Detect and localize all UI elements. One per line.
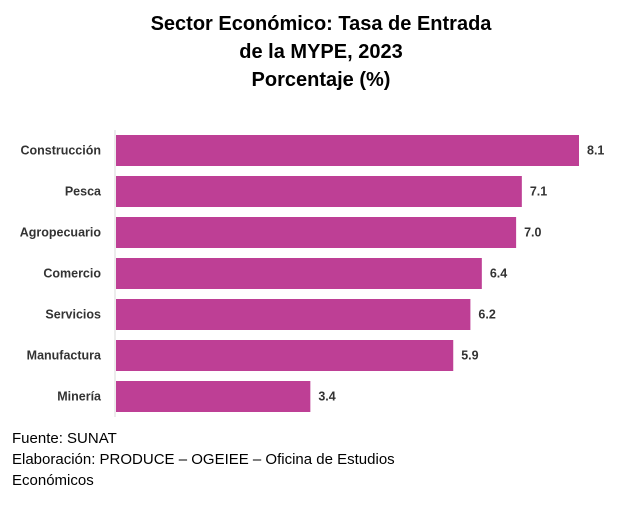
value-label-5: 5.9: [461, 349, 478, 363]
credit-note-line-1: Elaboración: PRODUCE – OGEIEE – Oficina …: [12, 451, 395, 468]
chart-title: Sector Económico: Tasa de Entrada de la …: [0, 10, 642, 94]
value-label-4: 6.2: [478, 308, 495, 322]
value-label-0: 8.1: [587, 144, 604, 158]
category-label-2: Agropecuario: [20, 226, 102, 240]
category-label-1: Pesca: [65, 185, 102, 199]
category-label-6: Minería: [57, 390, 102, 404]
category-label-3: Comercio: [43, 267, 101, 281]
value-label-2: 7.0: [524, 226, 541, 240]
bar-chart: Construcción 8.1 Pesca 7.1 Agropecuario 7.0 Co…: [20, 130, 604, 417]
bar-1: [116, 176, 522, 207]
value-label-3: 6.4: [490, 267, 507, 281]
credit-note-line-2: Económicos: [12, 472, 94, 489]
bar-5: [116, 340, 454, 371]
category-label-0: Construcción: [20, 144, 101, 158]
chart-title-line-2: de la MYPE, 2023: [239, 41, 403, 63]
bar-2: [116, 217, 517, 248]
bar-4: [116, 299, 471, 330]
bar-3: [116, 258, 482, 289]
value-label-6: 3.4: [318, 390, 335, 404]
chart-title-line-1: Sector Económico: Tasa de Entrada: [150, 13, 492, 35]
category-label-4: Servicios: [45, 308, 101, 322]
source-note: Fuente: SUNAT: [12, 430, 117, 447]
chart-footer: Fuente: SUNAT Elaboración: PRODUCE – OGE…: [12, 428, 612, 491]
chart-title-line-3: Porcentaje (%): [251, 69, 391, 91]
category-label-5: Manufactura: [27, 349, 102, 363]
bar-0: [116, 135, 579, 166]
value-label-1: 7.1: [530, 185, 547, 199]
bar-6: [116, 381, 311, 412]
